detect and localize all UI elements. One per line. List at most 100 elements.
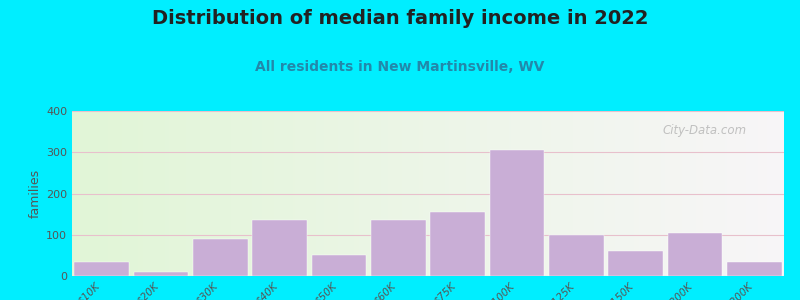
Bar	[323, 111, 326, 276]
Bar	[310, 111, 312, 276]
Bar	[402, 111, 404, 276]
Bar	[314, 111, 317, 276]
Bar	[335, 111, 338, 276]
Bar	[642, 111, 644, 276]
Bar	[637, 111, 639, 276]
Bar	[668, 233, 722, 276]
Bar	[518, 111, 521, 276]
Bar	[193, 111, 195, 276]
Bar	[224, 111, 226, 276]
Bar	[82, 111, 84, 276]
Bar	[333, 111, 335, 276]
Bar	[426, 111, 428, 276]
Bar	[651, 111, 654, 276]
Bar	[404, 111, 406, 276]
Bar	[516, 111, 518, 276]
Bar	[554, 111, 556, 276]
Bar	[534, 111, 537, 276]
Bar	[703, 111, 706, 276]
Bar	[165, 111, 167, 276]
Bar	[549, 111, 551, 276]
Bar	[321, 111, 323, 276]
Bar	[188, 111, 190, 276]
Bar	[357, 111, 359, 276]
Bar	[506, 111, 509, 276]
Bar	[77, 111, 79, 276]
Bar	[312, 255, 366, 276]
Bar	[283, 111, 286, 276]
Bar	[573, 111, 575, 276]
Bar	[604, 111, 606, 276]
Bar	[362, 111, 364, 276]
Bar	[409, 111, 411, 276]
Bar	[487, 111, 490, 276]
Bar	[286, 111, 288, 276]
Bar	[359, 111, 362, 276]
Bar	[241, 111, 243, 276]
Text: City-Data.com: City-Data.com	[663, 124, 747, 137]
Bar	[347, 111, 350, 276]
Bar	[727, 111, 730, 276]
Bar	[150, 111, 153, 276]
Bar	[722, 111, 725, 276]
Bar	[556, 111, 558, 276]
Bar	[107, 111, 110, 276]
Bar	[383, 111, 386, 276]
Bar	[753, 111, 755, 276]
Bar	[627, 111, 630, 276]
Bar	[658, 111, 661, 276]
Bar	[198, 111, 200, 276]
Bar	[219, 111, 222, 276]
Bar	[765, 111, 767, 276]
Bar	[691, 111, 694, 276]
Bar	[767, 111, 770, 276]
Bar	[369, 111, 371, 276]
Bar	[585, 111, 587, 276]
Bar	[639, 111, 642, 276]
Bar	[473, 111, 475, 276]
Bar	[319, 111, 321, 276]
Bar	[126, 111, 129, 276]
Bar	[295, 111, 298, 276]
Bar	[146, 111, 148, 276]
Bar	[502, 111, 504, 276]
Bar	[418, 111, 421, 276]
Bar	[124, 111, 126, 276]
Bar	[178, 111, 181, 276]
Bar	[338, 111, 340, 276]
Bar	[698, 111, 701, 276]
Bar	[394, 111, 397, 276]
Bar	[677, 111, 679, 276]
Bar	[266, 111, 269, 276]
Bar	[317, 111, 319, 276]
Bar	[200, 111, 202, 276]
Text: Distribution of median family income in 2022: Distribution of median family income in …	[152, 9, 648, 28]
Bar	[388, 111, 390, 276]
Bar	[521, 111, 523, 276]
Bar	[644, 111, 646, 276]
Bar	[466, 111, 468, 276]
Bar	[526, 111, 528, 276]
Bar	[84, 111, 86, 276]
Bar	[620, 111, 622, 276]
Bar	[354, 111, 357, 276]
Bar	[181, 111, 183, 276]
Bar	[423, 111, 426, 276]
Bar	[352, 111, 354, 276]
Bar	[632, 111, 634, 276]
Bar	[663, 111, 666, 276]
Bar	[447, 111, 450, 276]
Bar	[217, 111, 219, 276]
Bar	[533, 111, 534, 276]
Bar	[592, 111, 594, 276]
Bar	[312, 111, 314, 276]
Bar	[539, 111, 542, 276]
Bar	[288, 111, 290, 276]
Bar	[143, 111, 146, 276]
Bar	[155, 111, 158, 276]
Bar	[490, 150, 544, 276]
Bar	[399, 111, 402, 276]
Bar	[374, 111, 376, 276]
Bar	[566, 111, 568, 276]
Bar	[537, 111, 539, 276]
